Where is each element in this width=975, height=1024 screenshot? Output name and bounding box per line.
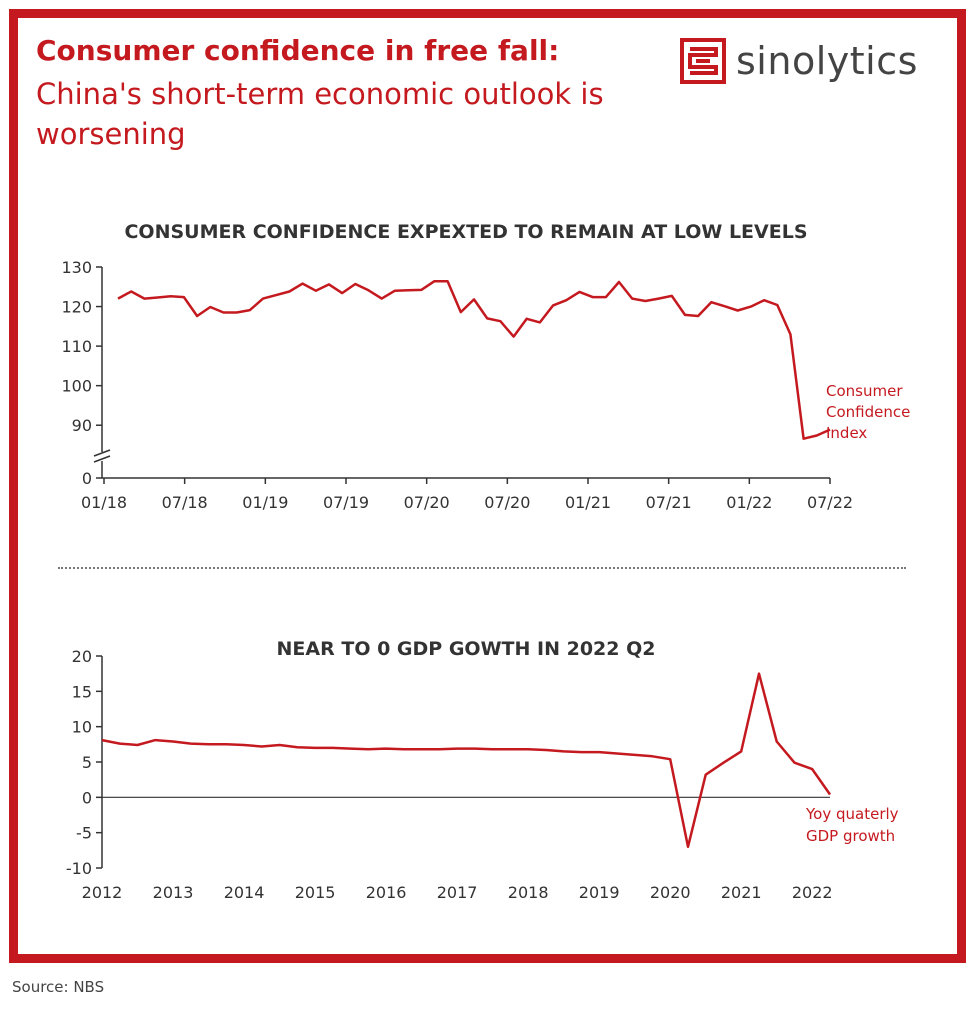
chart-title: CONSUMER CONFIDENCE EXPEXTED TO REMAIN A…: [124, 221, 807, 243]
x-tick-label: 07/19: [323, 493, 369, 512]
chart-frame: [9, 9, 966, 963]
series-line: [117, 279, 831, 440]
y-tick-label: 130: [61, 258, 92, 277]
x-tick-label: 2012: [82, 883, 123, 902]
x-tick-label: 01/21: [565, 493, 611, 512]
x-tick-label: 01/18: [81, 493, 127, 512]
y-tick-label: 0: [82, 469, 92, 488]
sinolytics-logo: sinolytics: [680, 38, 918, 84]
y-tick-label: -10: [66, 859, 92, 878]
axis-break-mark: [93, 455, 111, 463]
section-divider: [58, 567, 906, 569]
subheadline: China's short-term economic outlook is w…: [36, 77, 604, 151]
x-tick-label: 07/20: [404, 493, 450, 512]
x-tick-label: 07/22: [807, 493, 853, 512]
x-tick-label: 07/20: [484, 493, 530, 512]
x-tick-label: 01/19: [242, 493, 288, 512]
x-tick-label: 2019: [579, 883, 620, 902]
y-tick-label: 10: [72, 718, 92, 737]
chart-title: NEAR TO 0 GDP GOWTH IN 2022 Q2: [277, 638, 656, 660]
headline: Consumer confidence in free fall:: [36, 34, 560, 67]
x-tick-label: 2017: [437, 883, 478, 902]
axis-break-mark: [93, 449, 111, 457]
y-tick-label: 110: [61, 337, 92, 356]
consumer-confidence-chart: CONSUMER CONFIDENCE EXPEXTED TO REMAIN A…: [61, 221, 910, 512]
gdp-growth-chart: NEAR TO 0 GDP GOWTH IN 2022 Q220151050-5…: [66, 638, 899, 902]
source-note: Source: NBS: [12, 978, 105, 996]
x-tick-label: 2014: [224, 883, 265, 902]
series-label: Consumer Confidence Index: [826, 382, 910, 442]
y-tick-label: -5: [76, 824, 92, 843]
x-tick-label: 2013: [153, 883, 194, 902]
y-tick-label: 0: [82, 788, 92, 807]
y-tick-label: 100: [61, 377, 92, 396]
series-label: Yoy quaterly GDP growth: [805, 805, 899, 845]
x-tick-label: 07/21: [646, 493, 692, 512]
x-tick-label: 2021: [721, 883, 762, 902]
y-tick-label: 15: [72, 682, 92, 701]
series-line: [101, 672, 832, 849]
y-tick-label: 20: [72, 647, 92, 666]
y-tick-label: 90: [72, 416, 92, 435]
logo-text: sinolytics: [736, 39, 918, 83]
y-tick-label: 5: [82, 753, 92, 772]
y-tick-label: 120: [61, 298, 92, 317]
x-tick-label: 2016: [366, 883, 407, 902]
x-tick-label: 2022: [792, 883, 833, 902]
x-tick-label: 07/18: [162, 493, 208, 512]
x-tick-label: 2015: [295, 883, 336, 902]
logo-mark-icon: [680, 38, 726, 84]
x-tick-label: 2018: [508, 883, 549, 902]
x-tick-label: 2020: [650, 883, 691, 902]
x-tick-label: 01/22: [726, 493, 772, 512]
